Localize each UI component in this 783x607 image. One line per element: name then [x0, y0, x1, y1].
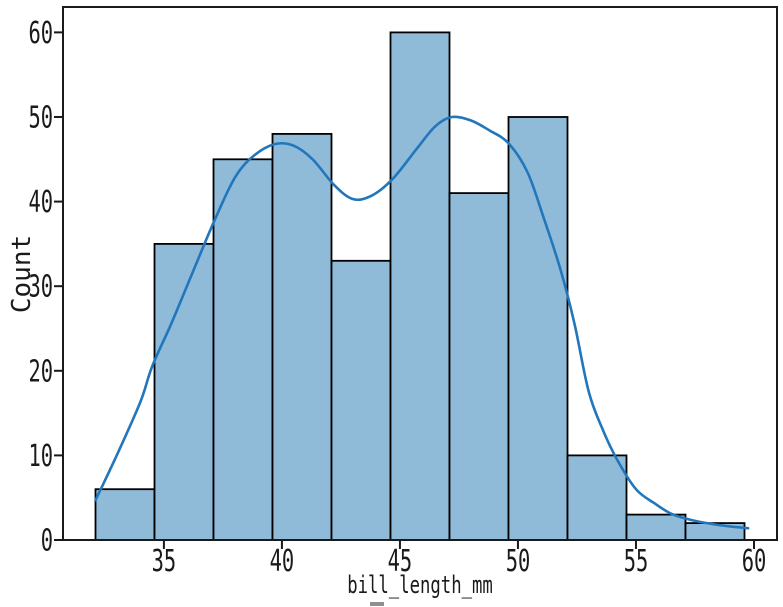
x-tick-label: 35: [152, 544, 177, 579]
y-tick-label: 0: [41, 524, 53, 559]
histogram-bar: [271, 132, 333, 541]
y-axis-label: Count: [7, 235, 37, 313]
histogram-bar: [94, 488, 156, 541]
y-tick-label: 20: [28, 354, 53, 389]
histogram-bar: [389, 31, 451, 541]
histogram-bar: [330, 259, 392, 541]
x-tick-label: 55: [624, 544, 649, 579]
y-tick-label: 60: [28, 16, 53, 51]
histogram-bar: [507, 116, 569, 541]
x-tick-label: 45: [388, 544, 413, 579]
y-axis-tick-labels: 0 10 20 30 40 50 60: [28, 16, 53, 559]
x-axis-tick-labels: 35 40 45 50 55 60: [152, 544, 767, 579]
y-tick-label: 40: [28, 185, 53, 220]
histogram-bar: [566, 454, 628, 541]
x-tick-label: 40: [270, 544, 295, 579]
kde-curve: [94, 115, 750, 530]
x-tick-label: 60: [742, 544, 767, 579]
x-axis-ticks: [162, 541, 755, 549]
y-tick-label: 50: [28, 101, 53, 136]
axes-frame: [62, 6, 778, 541]
histogram-bar: [212, 158, 274, 541]
y-tick-label: 10: [28, 439, 53, 474]
y-tick-label: 30: [28, 270, 53, 305]
histogram-bar: [153, 242, 215, 541]
x-axis-label: bill_length_mm: [347, 571, 493, 599]
x-tick-label: 50: [506, 544, 531, 579]
cropped-text-remnant: [370, 602, 384, 606]
histogram-bar: [625, 513, 687, 541]
histogram-bars: [94, 31, 746, 541]
y-axis-ticks: [54, 31, 62, 541]
histogram-bar: [448, 192, 510, 541]
